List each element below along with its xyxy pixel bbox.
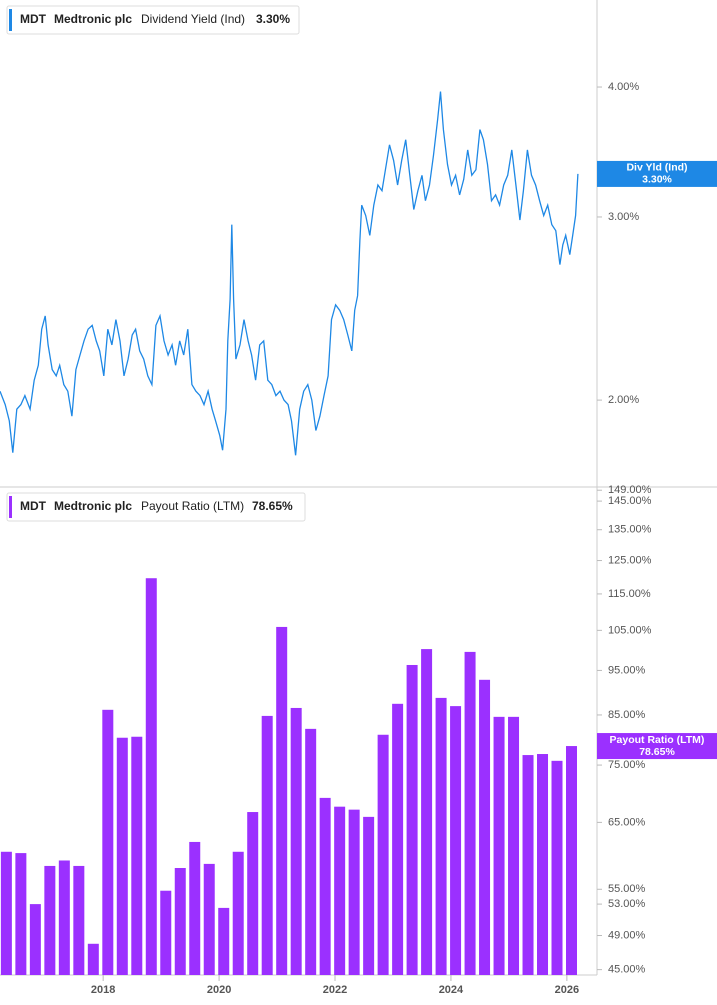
y-tick-label: 149.00% (608, 484, 652, 496)
y-tick-label: 3.00% (608, 211, 639, 223)
y-tick-label: 2.00% (608, 394, 639, 406)
last-value-flag (597, 160, 717, 187)
legend-box (6, 492, 306, 522)
bar (145, 578, 157, 975)
y-tick-label: 55.00% (608, 883, 646, 895)
x-tick-label: 2018 (91, 984, 115, 996)
bar (377, 734, 389, 975)
legend-ticker: MDT (20, 12, 47, 26)
bar (131, 736, 143, 975)
bar (392, 703, 404, 975)
bar (174, 868, 186, 975)
legend-company: Medtronic plc (54, 12, 132, 26)
bar (305, 728, 317, 975)
bar (450, 706, 462, 975)
bar (276, 626, 288, 975)
legend-company: Medtronic plc (54, 499, 132, 513)
series-line (0, 91, 579, 456)
y-tick-label: 125.00% (608, 554, 652, 566)
legend-box (6, 5, 300, 35)
bar (189, 841, 201, 975)
bar (421, 649, 433, 975)
x-tick-label: 2022 (323, 984, 347, 996)
bar (551, 760, 563, 975)
legend-series-name: Payout Ratio (LTM) (141, 499, 244, 513)
bar (290, 707, 302, 975)
y-tick-label: 135.00% (608, 524, 652, 536)
y-tick-label: 45.00% (608, 964, 646, 976)
x-tick-label: 2026 (555, 984, 579, 996)
bar (522, 755, 534, 975)
bar (348, 809, 360, 975)
y-tick-label: 53.00% (608, 898, 646, 910)
legend-swatch (9, 496, 12, 518)
bar (565, 746, 577, 975)
bar (334, 806, 346, 975)
bar (537, 754, 549, 975)
flag-value: 78.65% (639, 746, 675, 758)
legend-series-name: Dividend Yield (Ind) (141, 12, 245, 26)
x-tick-label: 2024 (439, 984, 464, 996)
x-tick-label: 2020 (207, 984, 231, 996)
bar (479, 679, 491, 975)
y-tick-label: 65.00% (608, 816, 646, 828)
bar (435, 697, 447, 975)
bar (508, 716, 520, 975)
bar (29, 904, 41, 975)
bar (116, 737, 128, 975)
bar (261, 715, 273, 975)
bar (247, 812, 259, 975)
y-tick-label: 49.00% (608, 929, 646, 941)
legend-swatch (9, 9, 12, 31)
bar (232, 851, 244, 975)
bar (319, 797, 331, 975)
flag-name: Div Yld (Ind) (626, 162, 687, 174)
bar (44, 865, 56, 975)
flag-value: 3.30% (642, 174, 672, 186)
bar (102, 709, 114, 975)
bar (87, 943, 99, 975)
legend-last-value: 3.30% (256, 12, 290, 26)
bar (58, 860, 70, 975)
bar (406, 664, 418, 975)
y-tick-label: 95.00% (608, 664, 646, 676)
legend-ticker: MDT (20, 499, 47, 513)
bar (464, 651, 476, 975)
y-tick-label: 75.00% (608, 759, 646, 771)
bar (363, 816, 375, 975)
legend-last-value: 78.65% (252, 499, 293, 513)
bar (218, 907, 230, 975)
flag-name: Payout Ratio (LTM) (610, 734, 705, 746)
last-value-flag (597, 733, 717, 760)
bar (493, 716, 505, 975)
y-tick-label: 4.00% (608, 81, 639, 93)
bar (73, 865, 85, 975)
y-tick-label: 85.00% (608, 709, 646, 721)
bar (160, 890, 172, 975)
bar (0, 851, 12, 975)
y-tick-label: 145.00% (608, 495, 652, 507)
bar (203, 863, 215, 975)
y-tick-label: 105.00% (608, 624, 652, 636)
y-tick-label: 115.00% (608, 588, 651, 600)
bar (15, 853, 27, 975)
